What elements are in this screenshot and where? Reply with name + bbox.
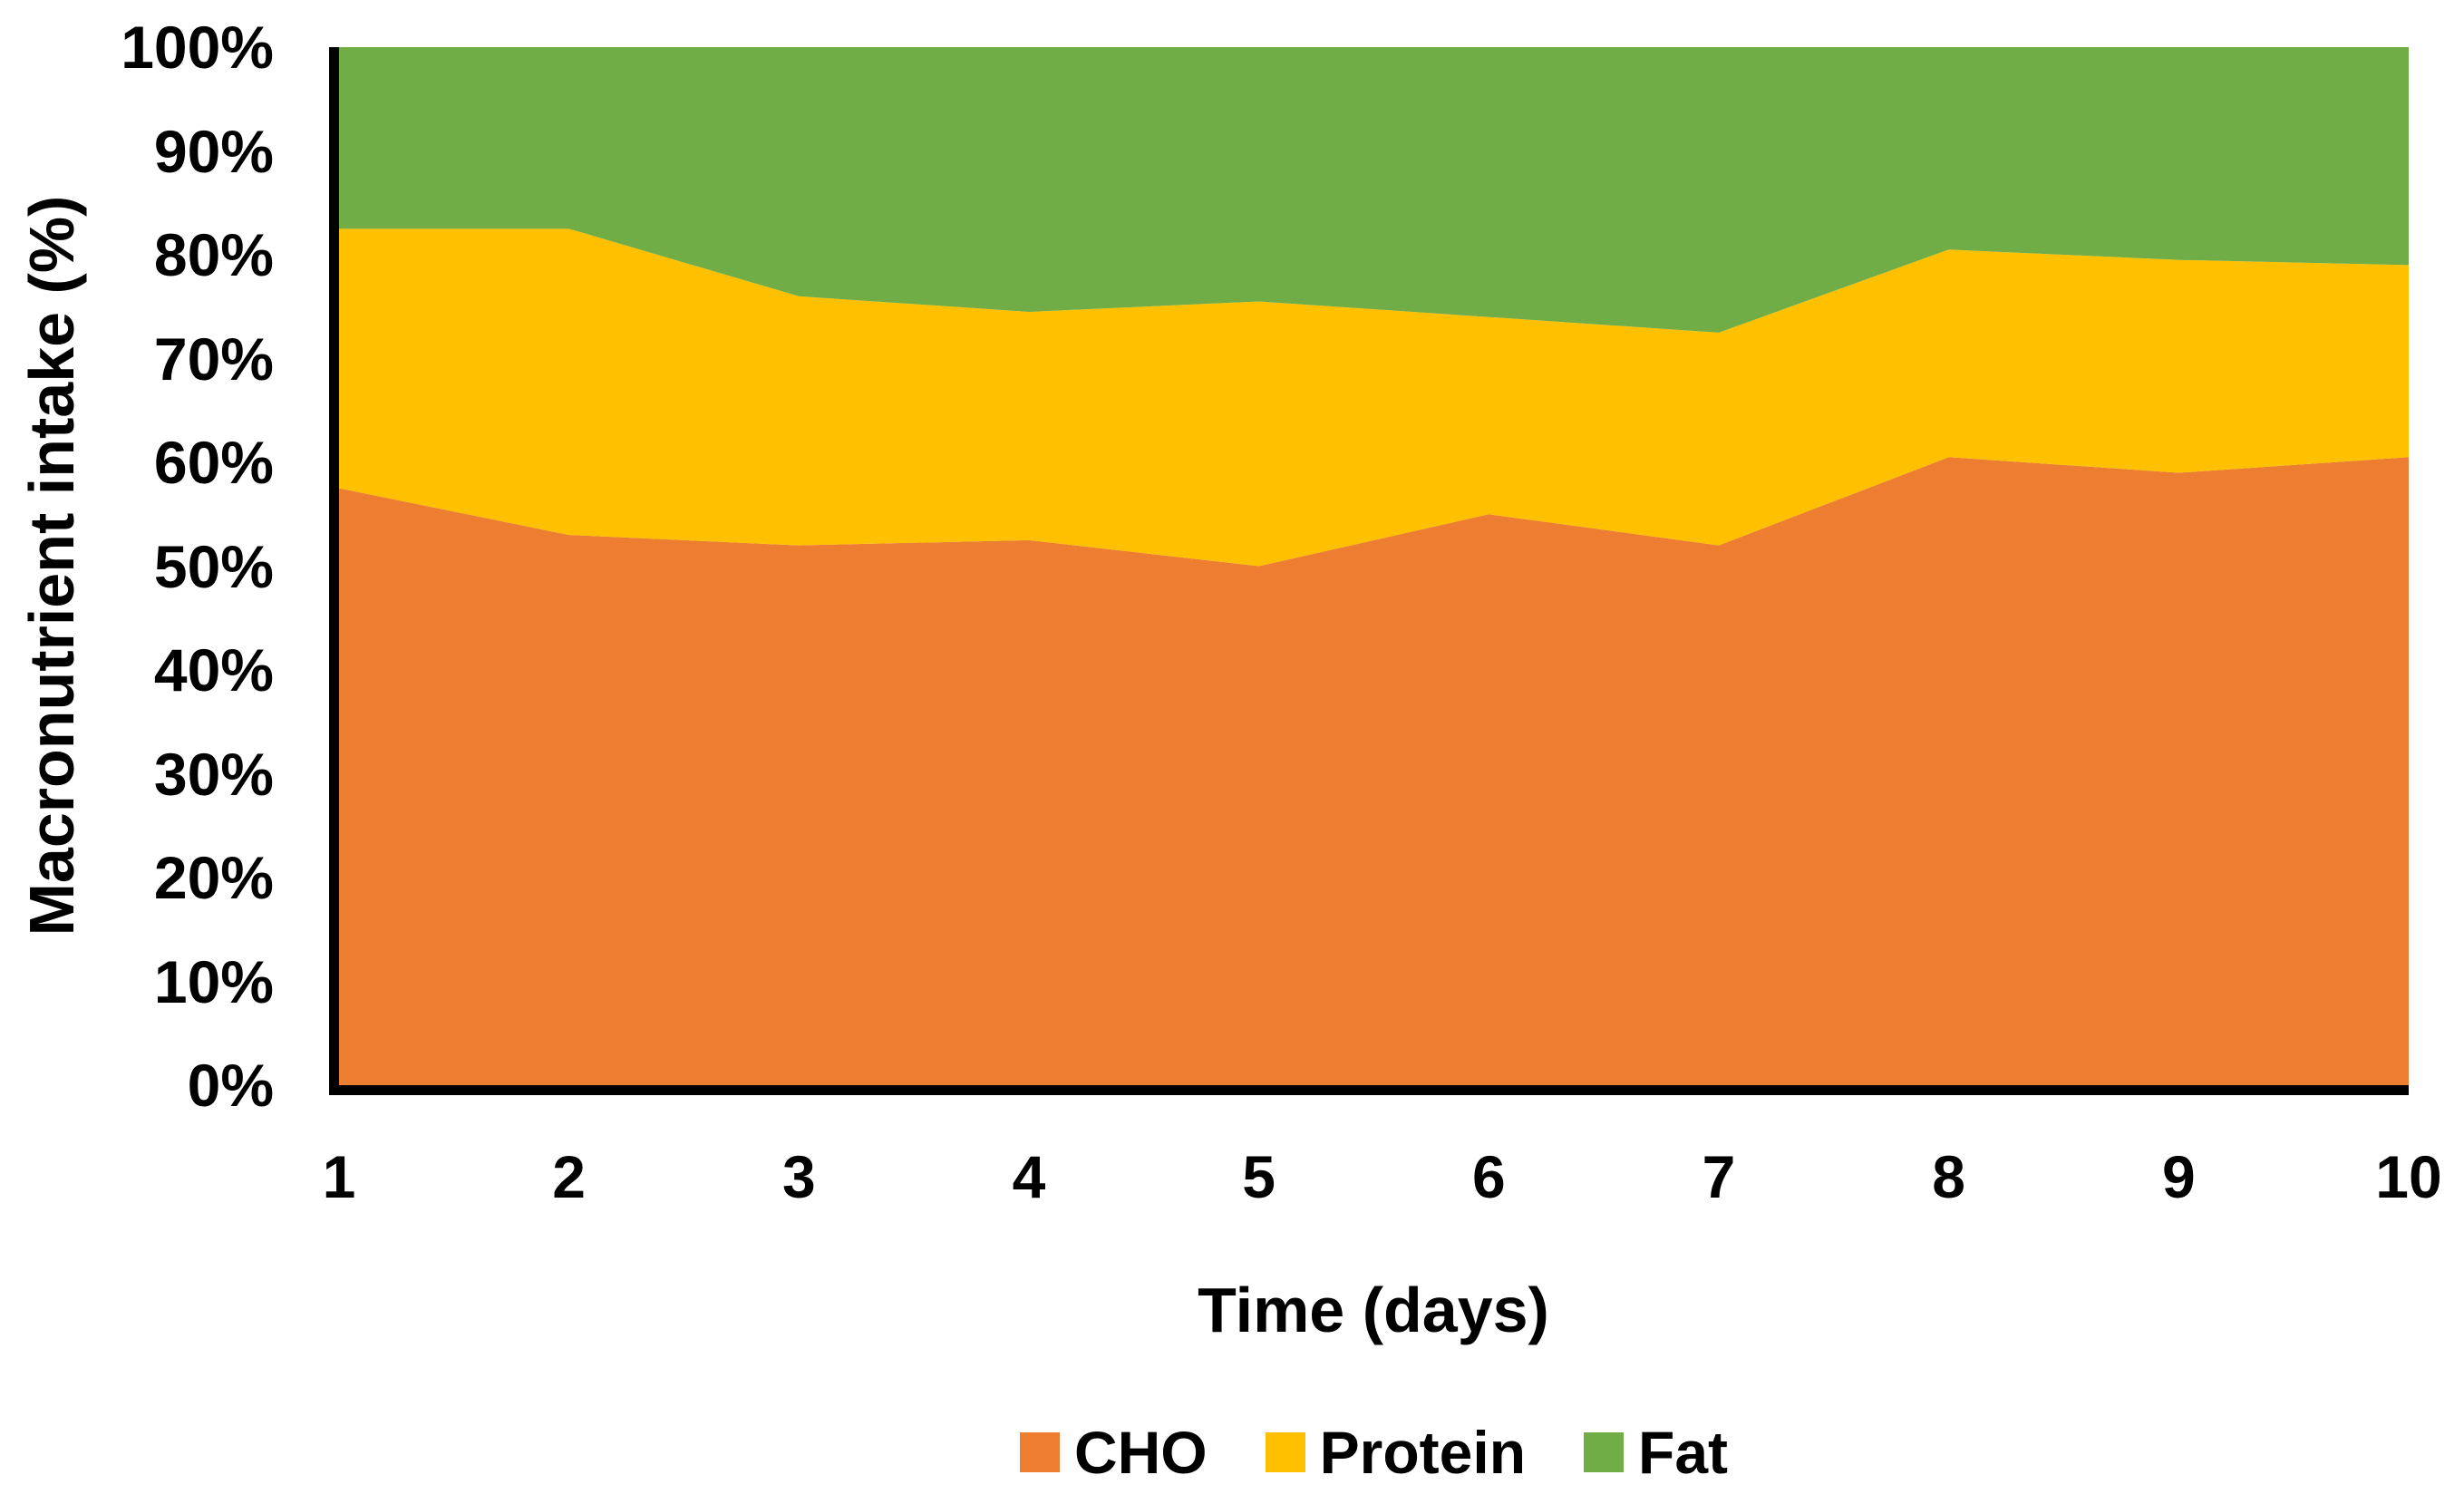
x-tick-8: 8 <box>1932 1143 1966 1210</box>
y-tick-80%: 80% <box>153 221 274 288</box>
y-tick-30%: 30% <box>153 740 274 808</box>
y-tick-100%: 100% <box>121 14 274 81</box>
legend: CHO Protein Fat <box>339 1419 2409 1486</box>
x-tick-1: 1 <box>322 1143 356 1210</box>
stacked-area-svg <box>339 47 2409 1085</box>
legend-item-protein: Protein <box>1265 1419 1527 1486</box>
stacked-area-plot <box>339 47 2409 1085</box>
x-tick-3: 3 <box>781 1143 816 1210</box>
x-tick-4: 4 <box>1012 1143 1046 1210</box>
x-tick-9: 9 <box>2161 1143 2196 1210</box>
x-tick-5: 5 <box>1242 1143 1276 1210</box>
y-tick-10%: 10% <box>153 947 274 1015</box>
protein-swatch-icon <box>1265 1432 1305 1472</box>
y-tick-90%: 90% <box>153 117 274 185</box>
x-tick-2: 2 <box>552 1143 587 1210</box>
area-cho <box>339 457 2409 1085</box>
x-tick-7: 7 <box>1702 1143 1736 1210</box>
y-tick-60%: 60% <box>153 429 274 496</box>
x-tick-10: 10 <box>2375 1143 2442 1210</box>
y-tick-20%: 20% <box>153 844 274 911</box>
legend-item-fat: Fat <box>1584 1419 1729 1486</box>
legend-label-cho: CHO <box>1073 1419 1208 1486</box>
y-axis-line <box>329 47 339 1095</box>
area-fat <box>339 47 2409 333</box>
y-tick-70%: 70% <box>153 325 274 393</box>
legend-label-protein: Protein <box>1319 1419 1527 1486</box>
cho-swatch-icon <box>1019 1432 1060 1472</box>
x-tick-6: 6 <box>1471 1143 1506 1210</box>
legend-label-fat: Fat <box>1638 1419 1729 1486</box>
legend-item-cho: CHO <box>1019 1419 1208 1486</box>
y-tick-50%: 50% <box>153 532 274 600</box>
y-tick-0%: 0% <box>187 1052 274 1119</box>
area-protein <box>339 228 2409 567</box>
y-tick-40%: 40% <box>153 636 274 703</box>
fat-swatch-icon <box>1584 1432 1625 1472</box>
x-axis-title: Time (days) <box>1198 1275 1549 1345</box>
x-axis-line <box>329 1085 2409 1095</box>
